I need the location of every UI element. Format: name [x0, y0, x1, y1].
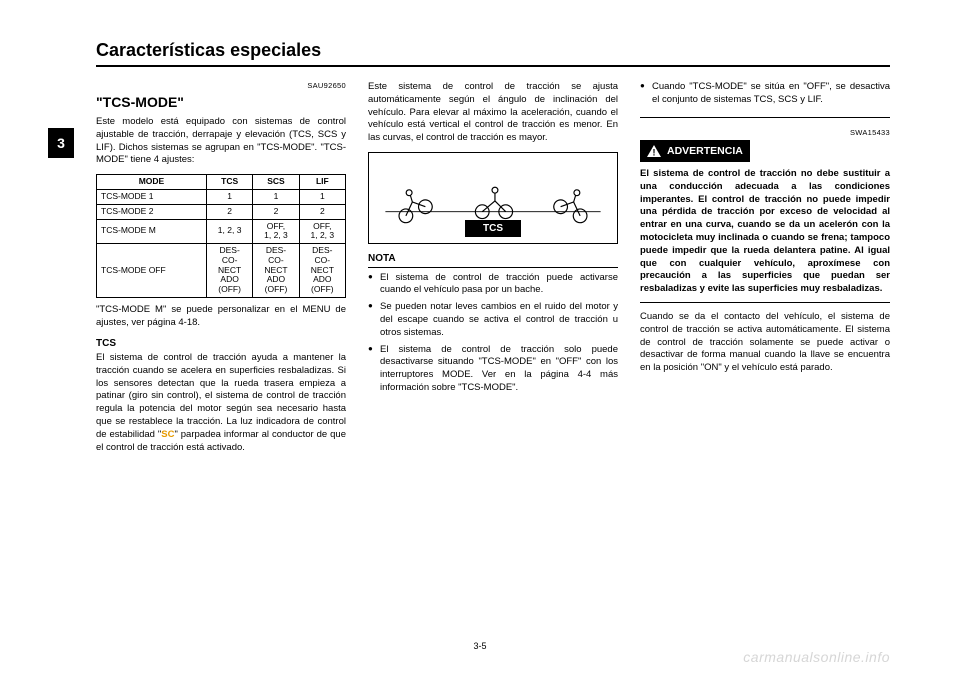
table-cell: 2: [253, 204, 299, 219]
nota-bullet-list: El sistema de control de tracción puede …: [368, 272, 618, 395]
column-2: Este sistema de control de tracción se a…: [368, 81, 618, 611]
chapter-tab: 3: [48, 128, 74, 158]
carryover-bullet-list: Cuando "TCS-MODE" se sitúa en "OFF", se …: [640, 81, 890, 118]
list-item: El sistema de control de tracción solo p…: [368, 344, 618, 395]
table-cell: TCS-MODE OFF: [97, 244, 207, 298]
table-cell: TCS-MODE 1: [97, 190, 207, 205]
ref-code: SAU92650: [96, 81, 346, 91]
chapter-title: Características especiales: [96, 40, 890, 67]
manual-page: Características especiales 3 SAU92650 "T…: [0, 0, 960, 679]
table-cell: 1, 2, 3: [206, 219, 252, 244]
table-cell: DES- CO- NECT ADO (OFF): [253, 244, 299, 298]
warning-badge: ! ADVERTENCIA: [640, 140, 750, 162]
tcs-subheading: TCS: [96, 337, 346, 351]
lean-angle-figure: TCS: [368, 152, 618, 244]
tcs-paragraph: El sistema de control de tracción ayuda …: [96, 352, 346, 455]
warning-label-text: ADVERTENCIA: [667, 144, 743, 158]
after-warning-paragraph: Cuando se da el contacto del vehículo, e…: [640, 311, 890, 375]
table-cell: DES- CO- NECT ADO (OFF): [206, 244, 252, 298]
after-table-paragraph: "TCS-MODE M" se puede personalizar en el…: [96, 304, 346, 330]
watermark: carmanualsonline.info: [743, 649, 890, 665]
column-1: SAU92650 "TCS-MODE" Este modelo está equ…: [96, 81, 346, 611]
table-cell: TCS-MODE M: [97, 219, 207, 244]
content-columns: SAU92650 "TCS-MODE" Este modelo está equ…: [96, 81, 890, 611]
list-item: Cuando "TCS-MODE" se sitúa en "OFF", se …: [640, 81, 890, 107]
table-header: TCS: [206, 175, 252, 190]
section-heading-tcs-mode: "TCS-MODE": [96, 93, 346, 112]
nota-heading: NOTA: [368, 252, 618, 268]
intro-paragraph: Este modelo está equipado con sistemas d…: [96, 116, 346, 167]
table-cell: 2: [206, 204, 252, 219]
table-cell: 2: [299, 204, 345, 219]
warning-paragraph: El sistema de control de tracción no deb…: [640, 168, 890, 303]
tcs-text-part1: El sistema de control de tracción ayuda …: [96, 352, 346, 440]
column-3: Cuando "TCS-MODE" se sitúa en "OFF", se …: [640, 81, 890, 611]
table-cell: DES- CO- NECT ADO (OFF): [299, 244, 345, 298]
list-item: El sistema de control de tracción puede …: [368, 272, 618, 298]
sc-indicator-text: SC: [161, 429, 174, 440]
figure-tcs-label: TCS: [465, 220, 521, 238]
lean-angle-paragraph: Este sistema de control de tracción se a…: [368, 81, 618, 145]
table-cell: OFF, 1, 2, 3: [253, 219, 299, 244]
list-item: Se pueden notar leves cambios en el ruid…: [368, 301, 618, 339]
table-cell: 1: [206, 190, 252, 205]
table-header: SCS: [253, 175, 299, 190]
table-cell: 1: [253, 190, 299, 205]
table-header: LIF: [299, 175, 345, 190]
table-cell: 1: [299, 190, 345, 205]
warning-triangle-icon: !: [647, 145, 661, 157]
ref-code: SWA15433: [640, 128, 890, 138]
svg-text:!: !: [653, 147, 656, 157]
tcs-mode-table: MODE TCS SCS LIF TCS-MODE 1 1 1 1 TCS-MO…: [96, 174, 346, 298]
table-cell: TCS-MODE 2: [97, 204, 207, 219]
page-number: 3-5: [473, 641, 486, 651]
table-header: MODE: [97, 175, 207, 190]
table-cell: OFF, 1, 2, 3: [299, 219, 345, 244]
